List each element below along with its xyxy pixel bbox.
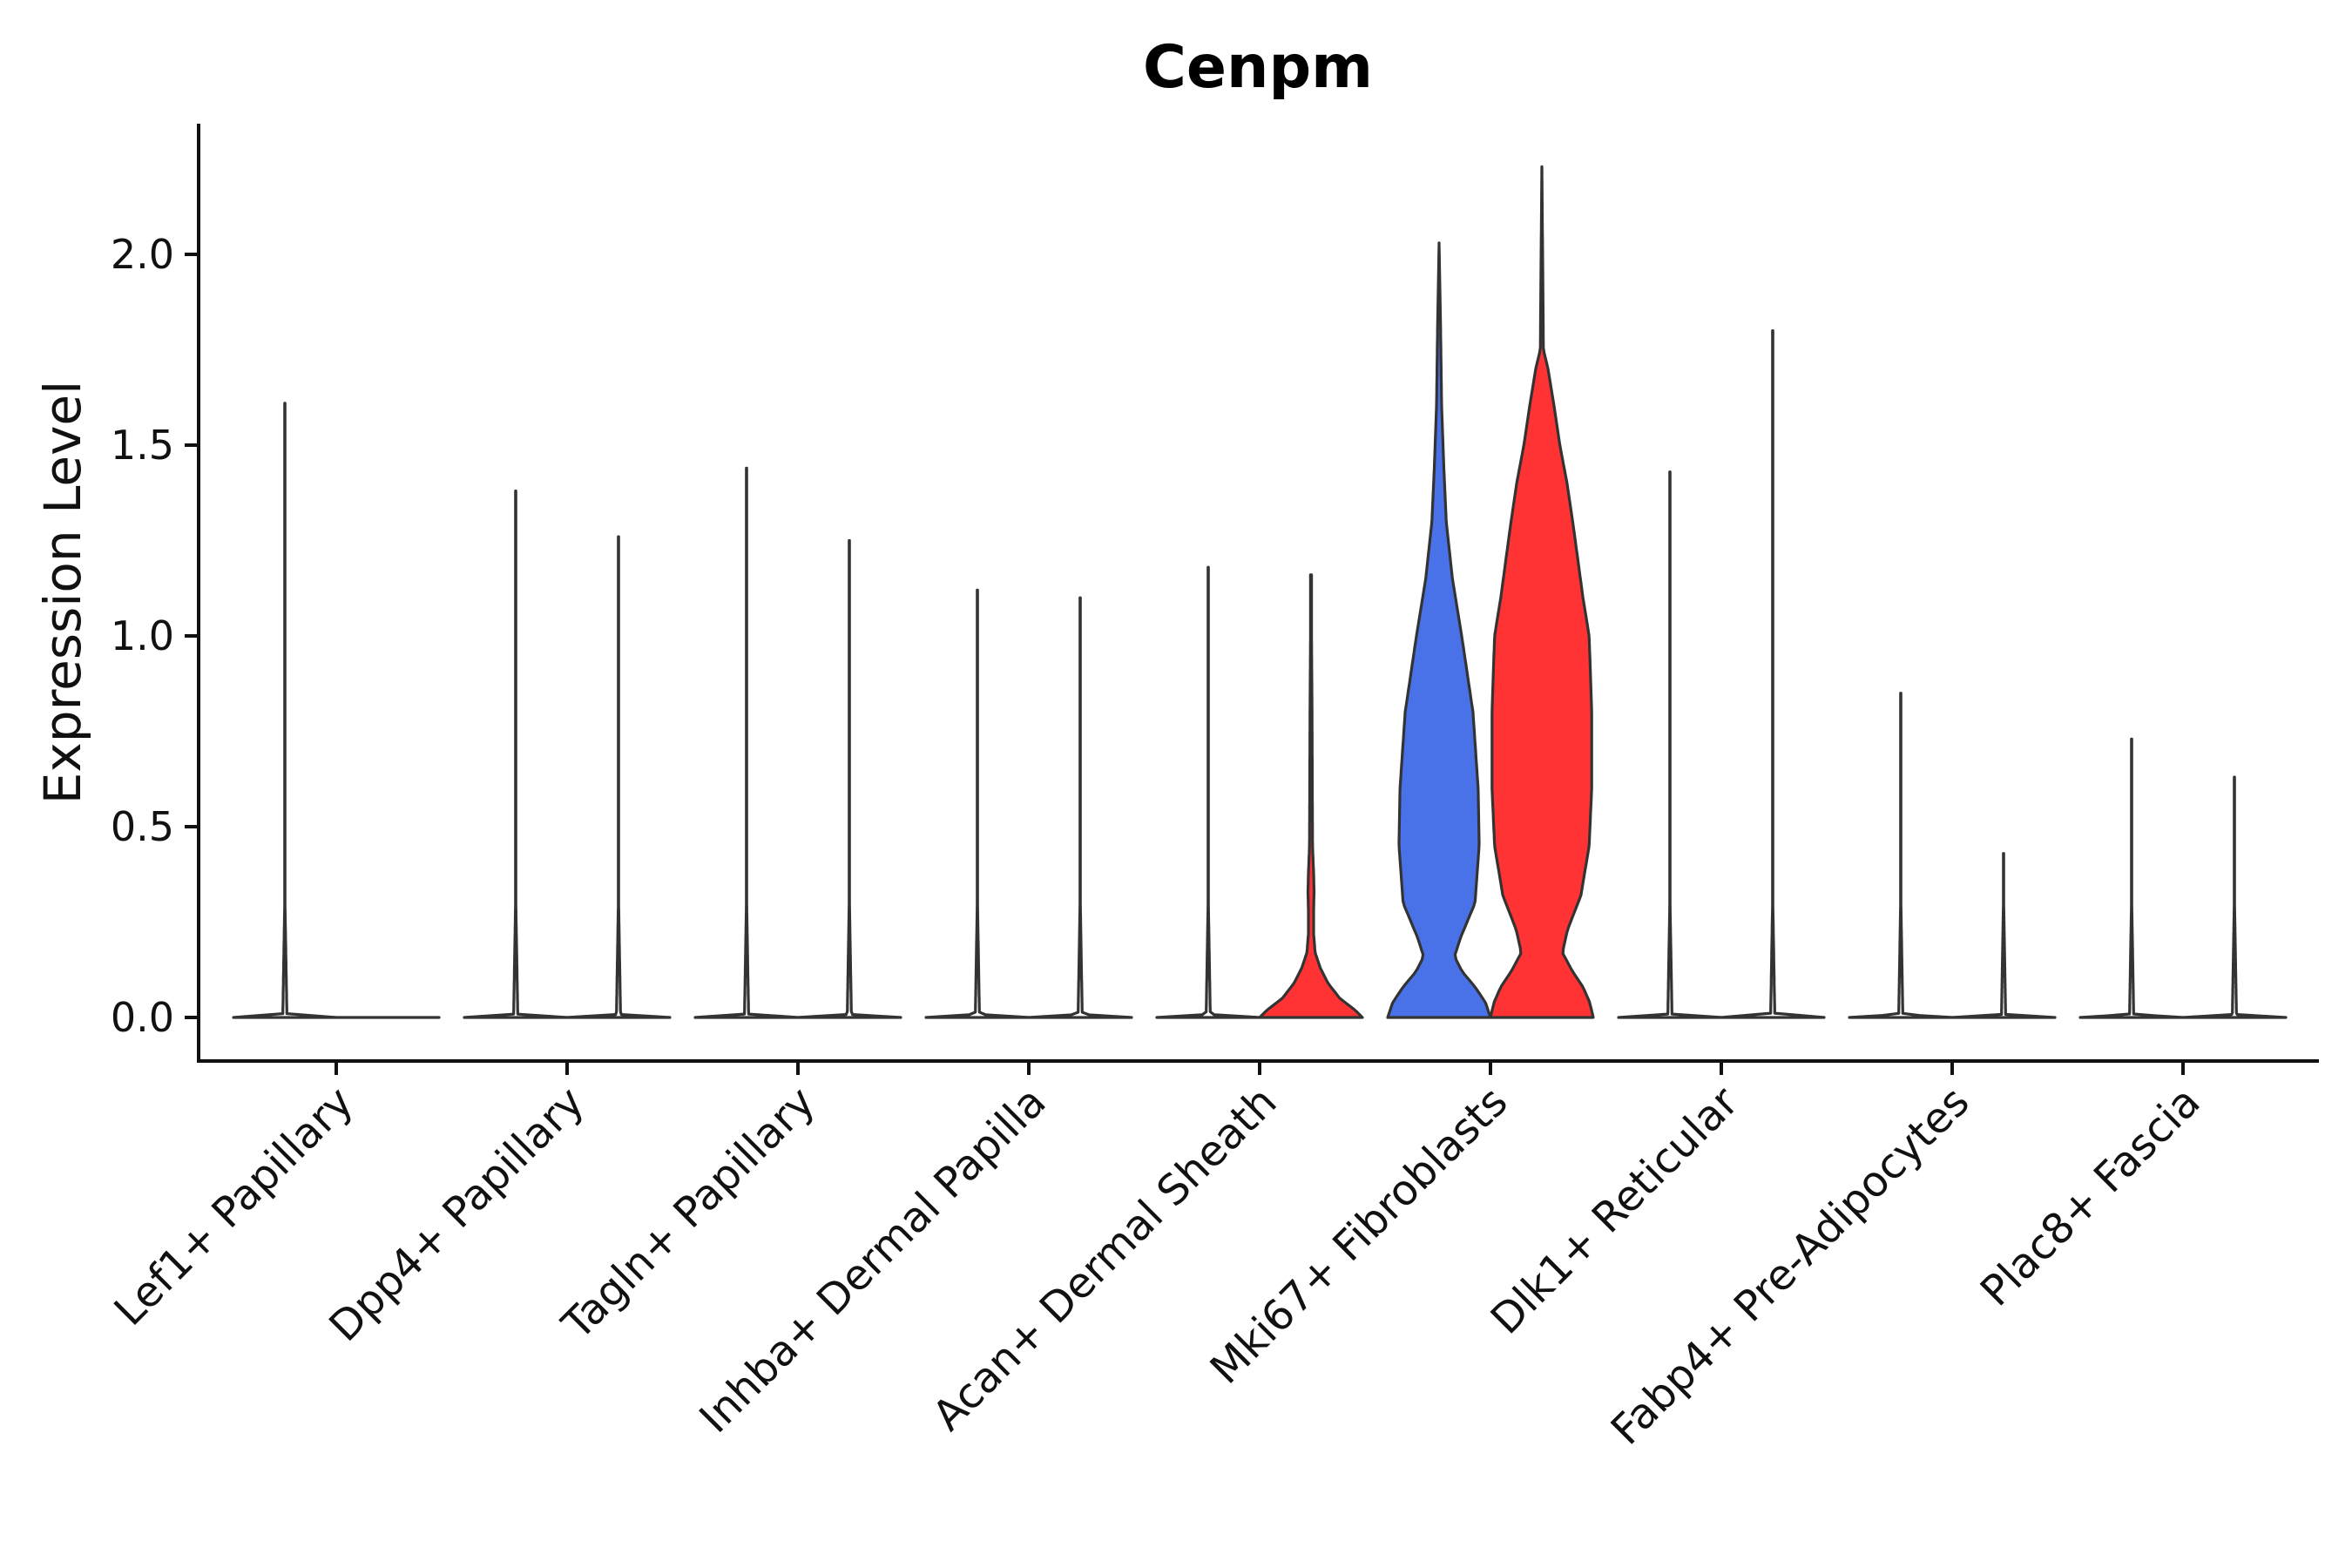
violin-left-dlk1-reticular bbox=[1617, 470, 1723, 1019]
y-axis-label: Expression Level bbox=[33, 381, 92, 804]
y-tick-label: 2.0 bbox=[111, 231, 174, 278]
violin-right-plac8-fascia bbox=[2181, 775, 2288, 1019]
violin-left-inhba-dermal-papilla bbox=[924, 588, 1031, 1019]
violin-right-tagln-papillary bbox=[796, 538, 902, 1019]
violin-right-dlk1-reticular bbox=[1720, 329, 1826, 1019]
violin-left-fabp4-pre-adipocytes bbox=[1848, 692, 1954, 1019]
y-tick-label: 1.5 bbox=[111, 422, 174, 469]
violin-left-dpp4-papillary bbox=[463, 490, 569, 1019]
x-category-label: Dpp4+ Papillary bbox=[320, 1078, 593, 1351]
violin-left-mki67-fibroblasts bbox=[1386, 241, 1492, 1019]
y-ticks: 0.0 0.5 1.0 1.5 2.0 bbox=[111, 231, 199, 1041]
x-category-label: Plac8+ Fascia bbox=[1971, 1078, 2210, 1316]
violin-left-plac8-fascia bbox=[2078, 737, 2185, 1019]
x-category-label: Lef1+ Papillary bbox=[105, 1078, 363, 1335]
violin-right-inhba-dermal-papilla bbox=[1027, 596, 1133, 1019]
violin-right-acan-dermal-sheath bbox=[1258, 573, 1364, 1019]
violin-left-tagln-papillary bbox=[693, 466, 800, 1019]
y-tick-label: 0.5 bbox=[111, 803, 174, 850]
violin-right-mki67-fibroblasts bbox=[1489, 165, 1595, 1019]
violin-left-lef1-papillary bbox=[232, 402, 338, 1019]
y-tick-label: 1.0 bbox=[111, 612, 174, 659]
violin-group bbox=[232, 165, 2288, 1019]
plot-area bbox=[232, 165, 2288, 1019]
chart-title: Cenpm bbox=[1143, 33, 1373, 102]
violin-right-dpp4-papillary bbox=[565, 535, 672, 1019]
violin-right-fabp4-pre-adipocytes bbox=[1950, 852, 2057, 1019]
x-category-label: Dlk1+ Reticular bbox=[1482, 1078, 1748, 1344]
x-category-label: Tagln+ Papillary bbox=[552, 1078, 824, 1349]
violin-left-acan-dermal-sheath bbox=[1155, 565, 1261, 1019]
y-tick-label: 0.0 bbox=[111, 994, 174, 1041]
